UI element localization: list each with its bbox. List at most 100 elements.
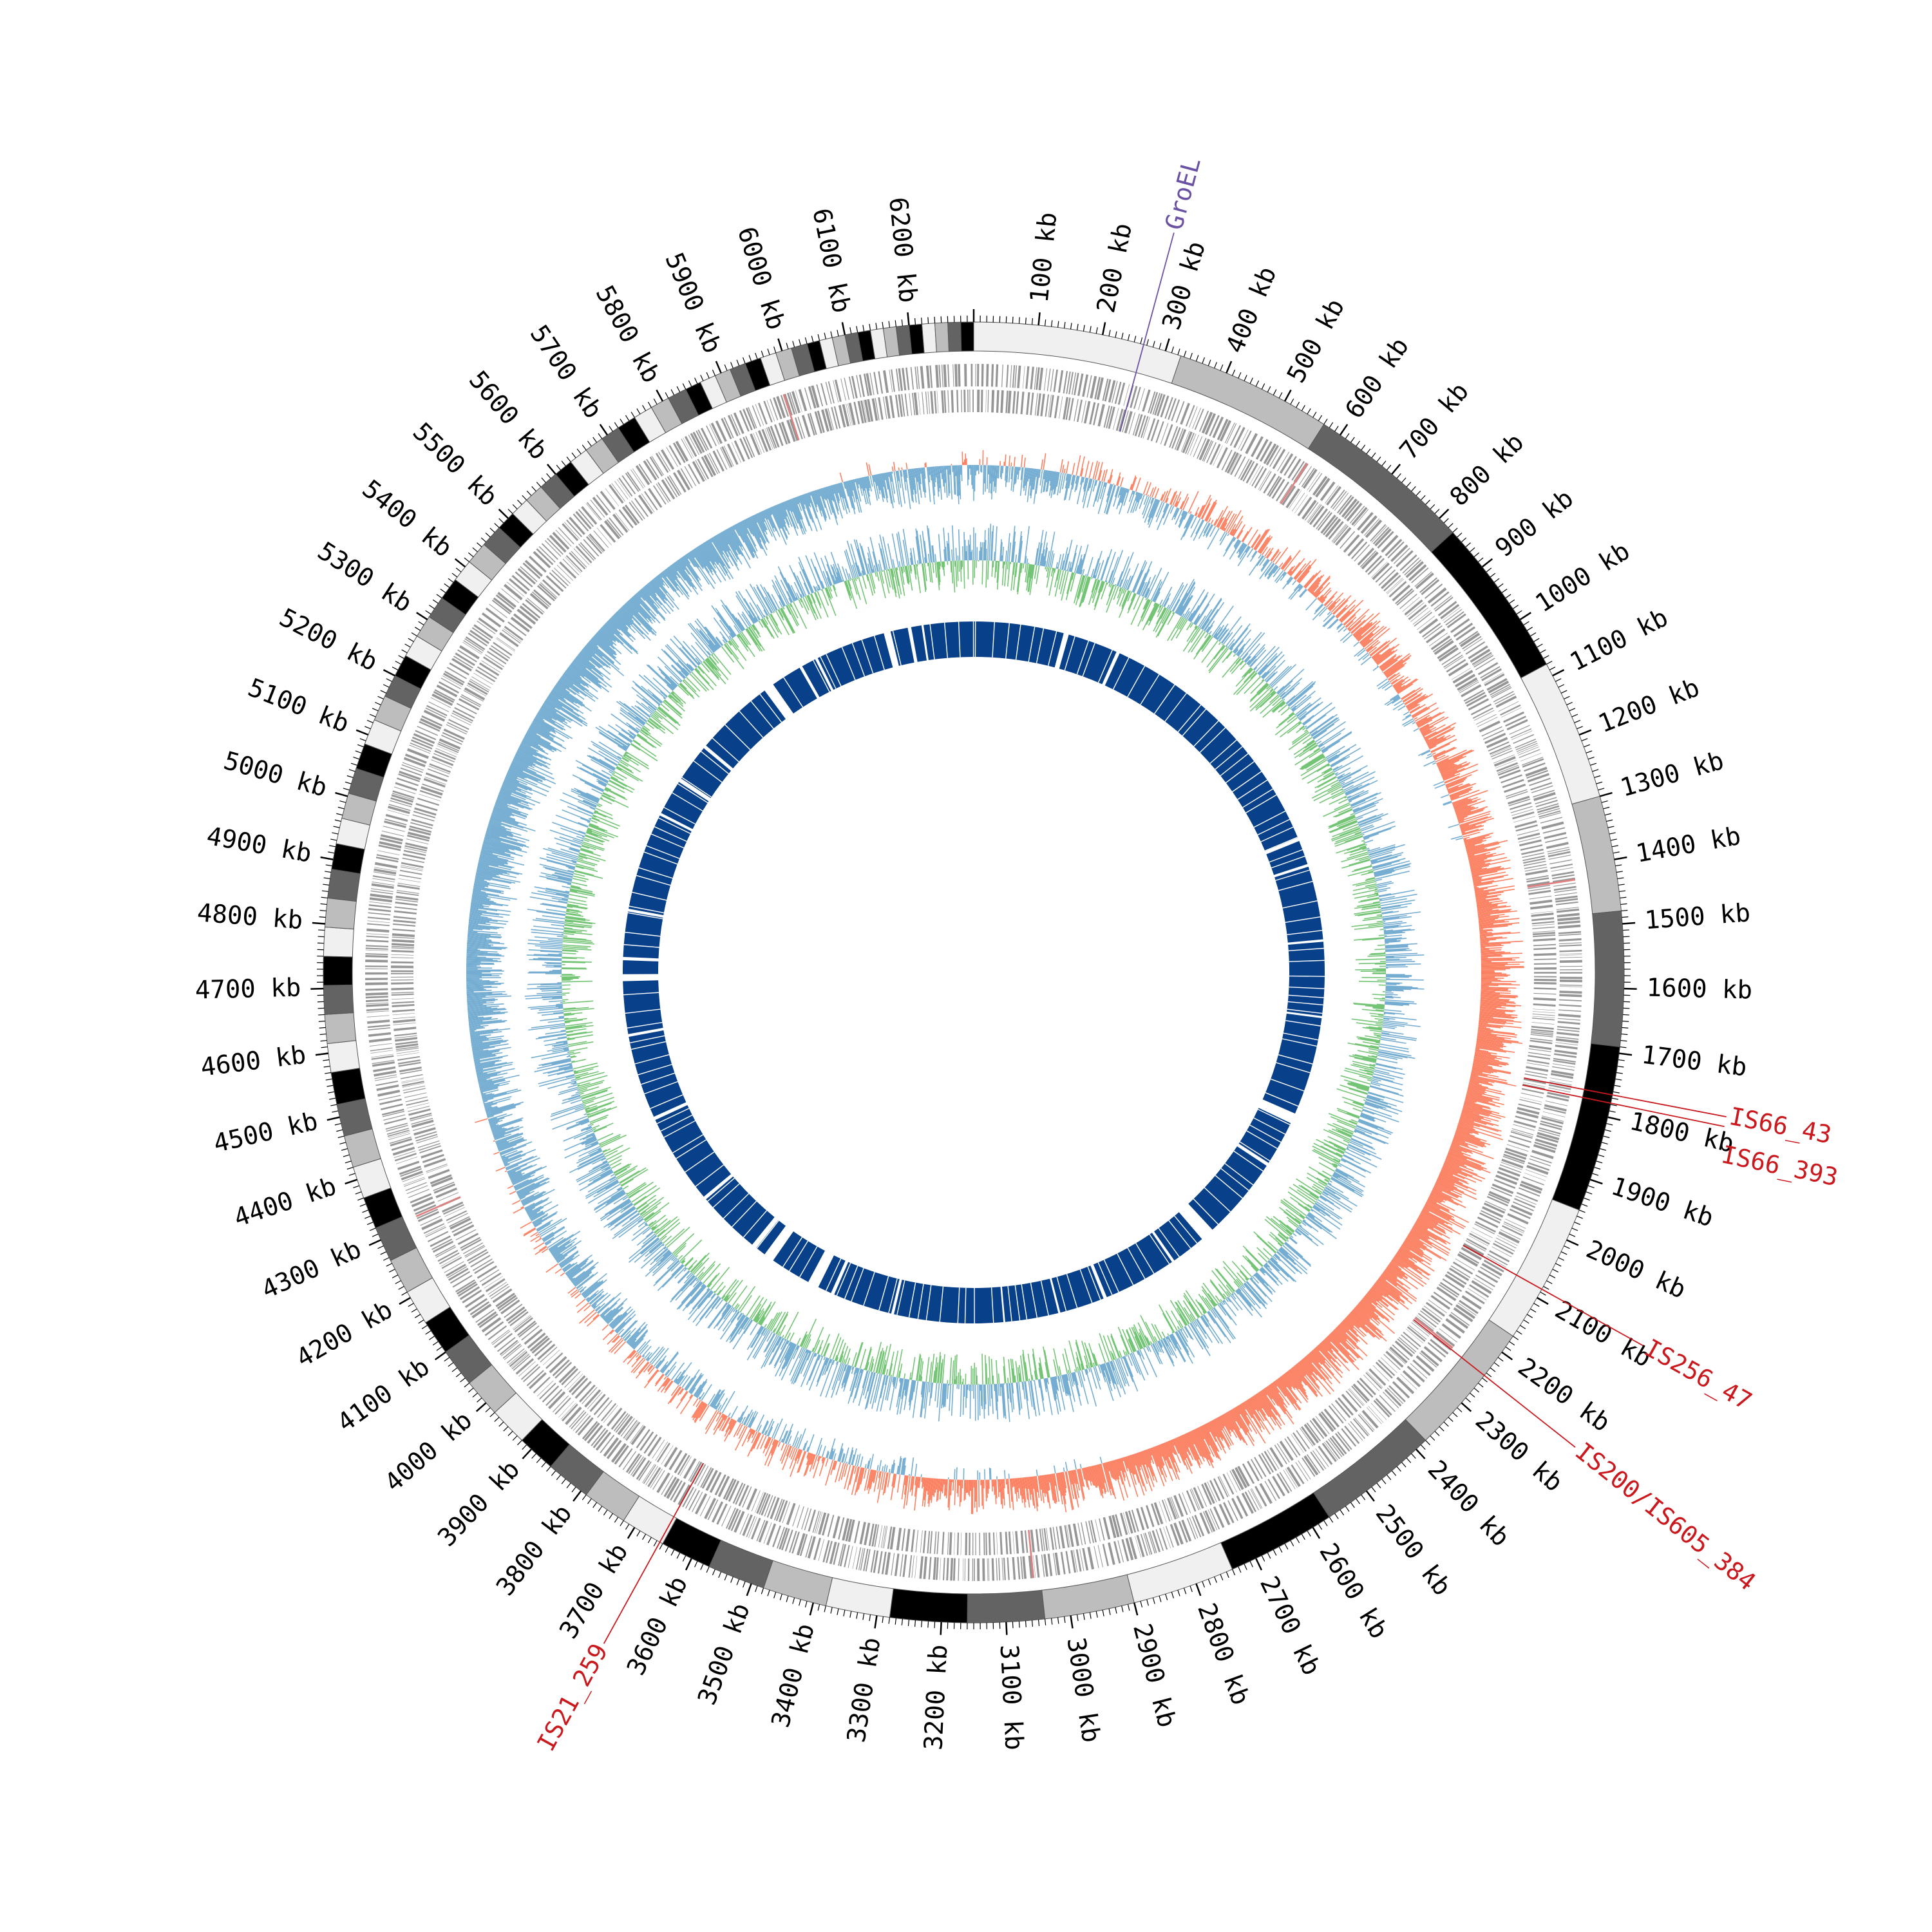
gene-block bbox=[1077, 1522, 1083, 1546]
contig-segment bbox=[947, 321, 962, 352]
minor-tick bbox=[346, 775, 354, 779]
gene-block bbox=[366, 923, 390, 927]
major-tick bbox=[1255, 1558, 1263, 1571]
gene-block bbox=[387, 1130, 410, 1137]
gc-skew-bar bbox=[1088, 462, 1094, 478]
gene-block bbox=[1020, 392, 1025, 415]
minor-tick bbox=[1616, 871, 1623, 873]
gc-skew-bar bbox=[1360, 633, 1374, 645]
gene-block bbox=[1420, 1310, 1439, 1325]
gene-block bbox=[477, 1311, 497, 1327]
gene-block bbox=[1555, 1038, 1579, 1043]
gene-block bbox=[902, 1554, 907, 1577]
gene-block bbox=[391, 957, 414, 959]
gc-skew-bar bbox=[1160, 491, 1166, 502]
gc-skew-bar bbox=[1008, 466, 1011, 483]
gene-block bbox=[1404, 599, 1423, 616]
gene-block bbox=[1533, 981, 1557, 985]
gene-block bbox=[391, 794, 413, 803]
gene-block bbox=[1557, 916, 1580, 922]
gene-block bbox=[1559, 976, 1582, 980]
gene-block bbox=[390, 797, 413, 806]
tick-label: 5600 kb bbox=[463, 366, 553, 466]
gene-block bbox=[1343, 500, 1360, 520]
minor-tick bbox=[522, 1444, 527, 1450]
gc-skew-bar bbox=[1394, 678, 1411, 690]
minor-tick bbox=[837, 1608, 839, 1615]
gc-skew-bar bbox=[1233, 537, 1236, 542]
gene-block bbox=[855, 1547, 862, 1570]
gc-skew-bar bbox=[1298, 585, 1303, 592]
contig-segment bbox=[324, 1012, 357, 1045]
gene-block bbox=[973, 1558, 975, 1581]
gene-block bbox=[863, 374, 869, 397]
gene-block bbox=[1472, 1227, 1493, 1238]
gene-block bbox=[1354, 544, 1370, 562]
minor-tick bbox=[761, 350, 764, 357]
gc-skew-bar bbox=[1238, 544, 1247, 558]
gene-block bbox=[1529, 1045, 1552, 1050]
minor-tick bbox=[1329, 422, 1334, 428]
gene-block bbox=[1498, 1167, 1520, 1177]
minor-tick bbox=[1095, 1611, 1098, 1618]
gene-block bbox=[455, 652, 475, 667]
gene-block bbox=[395, 1046, 419, 1050]
gene-block bbox=[1250, 1488, 1262, 1510]
gc-skew-bar bbox=[1292, 580, 1297, 585]
minor-tick bbox=[1177, 348, 1180, 355]
gene-block bbox=[399, 1066, 422, 1073]
gene-block bbox=[731, 442, 742, 463]
gene-block bbox=[1475, 658, 1495, 670]
minor-tick bbox=[1622, 916, 1629, 918]
minor-tick bbox=[1546, 1280, 1553, 1284]
minor-tick bbox=[799, 339, 801, 346]
gene-block bbox=[485, 607, 505, 623]
gene-block bbox=[825, 382, 832, 404]
contig-segment bbox=[1591, 910, 1625, 1048]
minor-tick bbox=[1381, 460, 1387, 466]
gc-skew-bar bbox=[1068, 475, 1075, 500]
gene-block bbox=[441, 1256, 462, 1269]
gene-block bbox=[1464, 692, 1486, 705]
gene-block bbox=[397, 1052, 419, 1056]
gc-skew-bar bbox=[1070, 475, 1074, 486]
gene-block bbox=[622, 1451, 637, 1470]
gene-block bbox=[1394, 1340, 1414, 1358]
gene-block bbox=[986, 364, 989, 387]
gc-skew-bar bbox=[1094, 462, 1100, 480]
gc-skew-bar bbox=[1121, 488, 1127, 504]
gene-block bbox=[1452, 1261, 1473, 1275]
gene-block bbox=[1022, 1556, 1027, 1579]
gene-block bbox=[694, 1493, 708, 1515]
gc-skew-bar bbox=[1224, 513, 1235, 532]
minor-tick bbox=[1140, 337, 1143, 344]
gc-skew-bar bbox=[1259, 537, 1271, 554]
gene-block bbox=[1515, 739, 1537, 748]
gene-block bbox=[1203, 440, 1214, 462]
gene-block bbox=[621, 475, 636, 495]
gene-block bbox=[1511, 730, 1533, 740]
gene-block bbox=[644, 491, 658, 511]
gc-skew-bar bbox=[1180, 515, 1194, 540]
minor-tick bbox=[1406, 482, 1412, 488]
gene-block bbox=[1138, 388, 1145, 410]
gene-block bbox=[1171, 1497, 1180, 1519]
gene-block bbox=[942, 1557, 945, 1580]
minor-tick bbox=[1586, 750, 1593, 753]
gene-block bbox=[967, 1558, 970, 1581]
tick-label: 1900 kb bbox=[1607, 1172, 1717, 1233]
gene-block bbox=[1497, 764, 1519, 774]
minor-tick bbox=[392, 1274, 399, 1278]
gene-block bbox=[1385, 1350, 1404, 1368]
contig-segment bbox=[708, 1539, 773, 1589]
gene-block bbox=[1300, 1428, 1314, 1447]
minor-tick bbox=[1555, 678, 1562, 682]
gene-block bbox=[1430, 1294, 1451, 1310]
gene-block bbox=[380, 1103, 403, 1111]
gene-block bbox=[1473, 654, 1493, 667]
gene-block bbox=[438, 681, 459, 694]
minor-tick bbox=[395, 1280, 401, 1284]
gene-block bbox=[833, 380, 839, 402]
minor-tick bbox=[1301, 1533, 1305, 1540]
gene-block bbox=[446, 1210, 468, 1222]
